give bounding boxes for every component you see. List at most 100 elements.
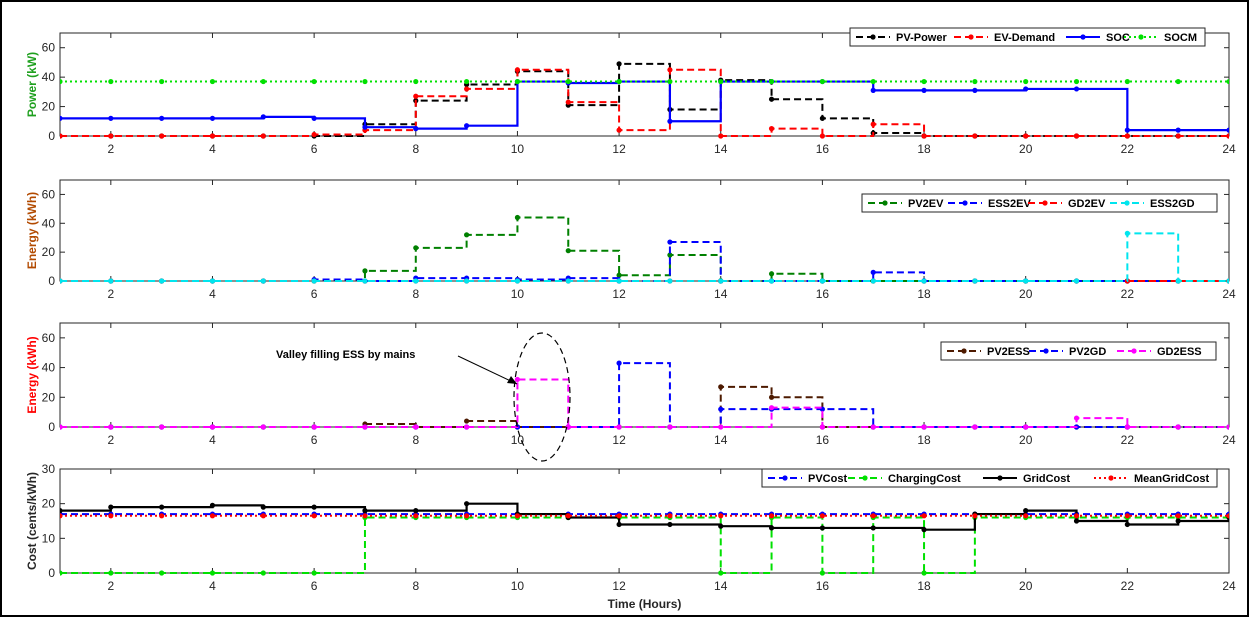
data-point-meangridcost (768, 513, 775, 519)
data-point-ess2gd (362, 278, 368, 284)
data-point-ess2gd (1226, 278, 1229, 284)
data-point-meangridcost (1226, 513, 1229, 519)
data-point-meangridcost (718, 513, 724, 519)
data-point-gridcost (616, 521, 622, 528)
data-point-ev-demand (616, 127, 622, 133)
legend-box (849, 27, 1206, 47)
data-point-gd2ess (1073, 415, 1080, 421)
x-tick-label: 4 (209, 287, 216, 301)
x-tick-label: 12 (612, 287, 626, 301)
data-point-gridcost (108, 504, 114, 510)
data-point-ev-demand (819, 133, 825, 139)
data-point-gd2ess (1023, 424, 1029, 430)
data-point-ev-demand (1226, 133, 1229, 139)
data-point-pv2ev (464, 232, 470, 238)
legend-label-gd2ess: GD2ESS (1157, 346, 1202, 358)
y-tick-label: 40 (42, 361, 56, 375)
data-point-gd2ess (108, 424, 114, 430)
legend-marker-socm (1138, 34, 1144, 40)
x-tick-label: 16 (816, 287, 830, 301)
legend-marker-ev-demand (968, 34, 974, 40)
data-point-meangridcost (413, 513, 419, 519)
data-point-soc (60, 115, 63, 121)
data-point-gd2ess (616, 424, 622, 430)
data-point-ev-demand (1175, 133, 1181, 139)
data-point-ev-demand (718, 133, 724, 139)
data-point-gd2ess (413, 424, 419, 430)
legend: PVCost ChargingCost GridCost MeanGridCost (761, 468, 1218, 488)
x-tick-label: 20 (1019, 142, 1033, 156)
data-point-chargingcost (260, 570, 266, 576)
data-point-gridcost (159, 504, 165, 510)
x-tick-label: 18 (917, 142, 931, 156)
data-point-socm (311, 78, 317, 85)
data-point-socm (1175, 78, 1181, 85)
series-group (60, 214, 1229, 284)
data-point-meangridcost (1175, 513, 1181, 519)
legend-box (940, 341, 1217, 361)
data-point-ess2gd (616, 278, 622, 284)
x-tick-label: 22 (1121, 142, 1135, 156)
legend-marker-gridcost (997, 475, 1003, 481)
data-point-meangridcost (311, 513, 317, 519)
data-point-ess2ev (667, 239, 673, 245)
data-point-soc (667, 118, 673, 124)
x-tick-label: 22 (1121, 433, 1135, 447)
data-point-ev-demand (921, 133, 927, 139)
x-tick-label: 22 (1121, 287, 1135, 301)
x-tick-label: 14 (714, 579, 728, 593)
data-point-gd2ess (718, 424, 724, 430)
data-point-soc (311, 115, 317, 121)
x-tick-label: 16 (816, 142, 830, 156)
data-point-meangridcost (921, 513, 927, 519)
series-group (60, 360, 1229, 430)
data-point-gd2ess (870, 424, 876, 430)
data-point-soc (260, 114, 266, 120)
data-point-gridcost (718, 523, 724, 529)
legend-label-pvcost: PVCost (808, 473, 847, 485)
data-point-socm (413, 78, 419, 85)
y-tick-label: 10 (42, 531, 56, 545)
data-point-soc (1023, 86, 1029, 92)
x-tick-label: 18 (917, 579, 931, 593)
x-tick-label: 24 (1222, 579, 1236, 593)
legend-marker-ess2gd (1124, 200, 1130, 206)
data-point-ev-demand (870, 121, 876, 127)
data-point-soc (108, 115, 114, 121)
data-point-ess2gd (819, 278, 825, 284)
data-point-socm (108, 78, 114, 85)
data-point-pv2ev (768, 271, 775, 277)
data-point-pv-power (819, 115, 825, 121)
x-tick-label: 2 (107, 287, 114, 301)
legend-label-ess2ev: ESS2EV (988, 198, 1031, 210)
y-axis-label: Energy (kWh) (25, 192, 39, 269)
data-point-pv-power (616, 61, 622, 67)
data-point-meangridcost (1124, 513, 1130, 519)
series-line-gd2ess (60, 378, 1229, 428)
data-point-gd2ess (209, 424, 216, 430)
data-point-gridcost (311, 504, 317, 510)
x-tick-label: 24 (1222, 287, 1236, 301)
x-tick-label: 4 (209, 142, 216, 156)
x-tick-label: 10 (511, 433, 525, 447)
data-point-soc (159, 115, 165, 121)
x-tick-label: 20 (1019, 433, 1033, 447)
data-point-ess2gd (718, 278, 724, 284)
data-point-gridcost (362, 508, 368, 514)
data-point-meangridcost (972, 513, 978, 519)
y-tick-label: 20 (42, 245, 56, 259)
legend-label-pv2ess: PV2ESS (987, 346, 1030, 358)
x-tick-label: 12 (612, 433, 626, 447)
data-point-pv2ev (565, 248, 571, 254)
annotation-arrow (457, 355, 518, 385)
data-point-socm (768, 78, 775, 85)
data-point-gridcost (464, 501, 470, 507)
data-point-ev-demand (60, 133, 63, 139)
x-tick-label: 16 (816, 433, 830, 447)
data-point-gridcost (1175, 518, 1181, 524)
x-tick-label: 4 (209, 579, 216, 593)
data-point-ev-demand (1073, 133, 1080, 139)
data-point-ev-demand (667, 67, 673, 73)
data-point-ev-demand (464, 86, 470, 92)
